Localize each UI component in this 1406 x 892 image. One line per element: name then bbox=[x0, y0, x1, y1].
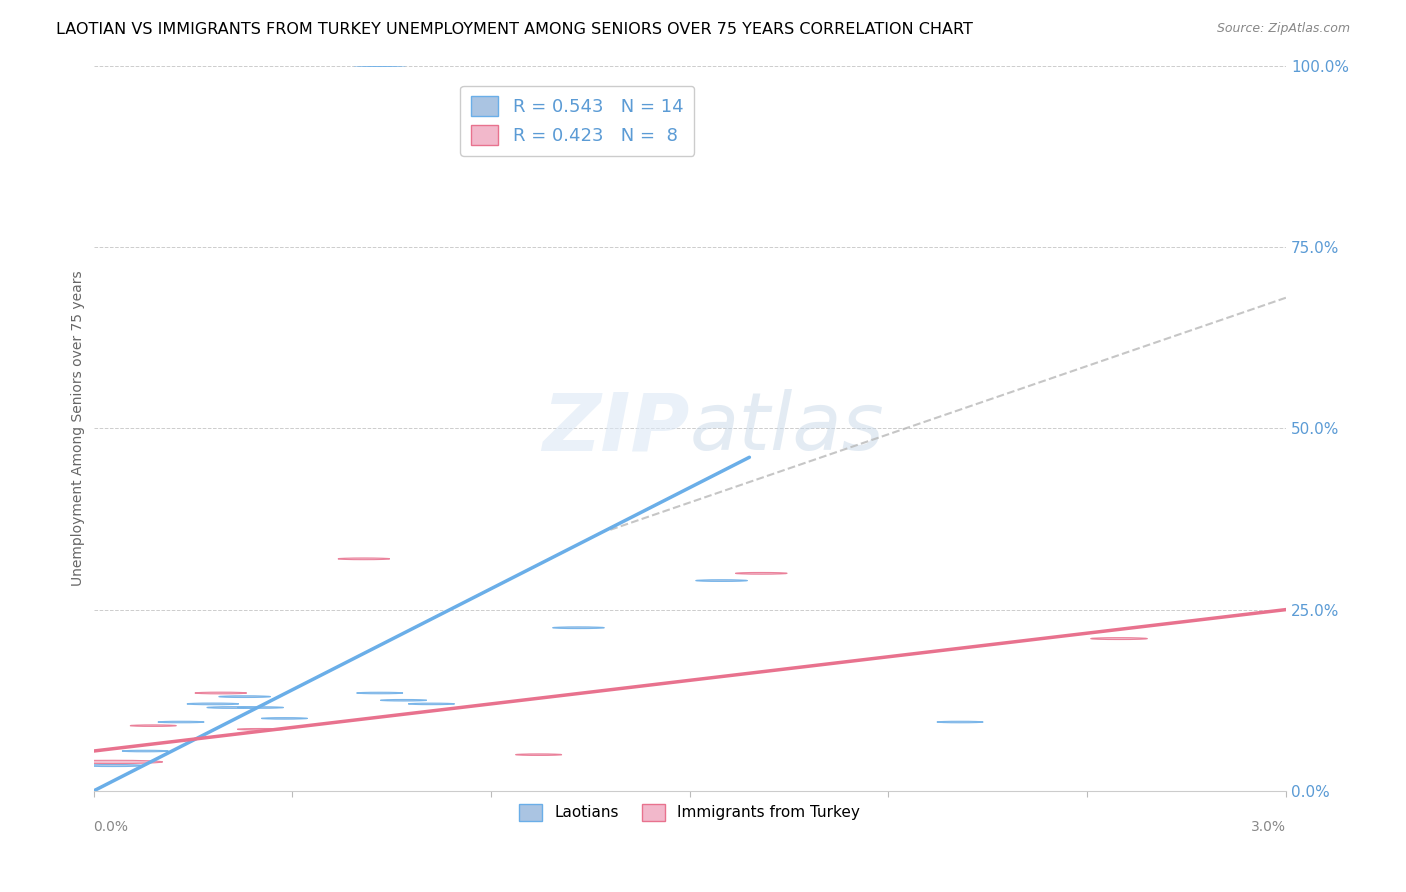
Ellipse shape bbox=[408, 703, 454, 705]
Ellipse shape bbox=[337, 558, 389, 559]
Ellipse shape bbox=[381, 699, 427, 701]
Ellipse shape bbox=[238, 729, 284, 730]
Ellipse shape bbox=[516, 754, 562, 756]
Text: LAOTIAN VS IMMIGRANTS FROM TURKEY UNEMPLOYMENT AMONG SENIORS OVER 75 YEARS CORRE: LAOTIAN VS IMMIGRANTS FROM TURKEY UNEMPL… bbox=[56, 22, 973, 37]
Ellipse shape bbox=[187, 703, 239, 705]
Ellipse shape bbox=[936, 722, 983, 723]
Text: 3.0%: 3.0% bbox=[1251, 820, 1286, 834]
Ellipse shape bbox=[83, 764, 145, 766]
Text: Source: ZipAtlas.com: Source: ZipAtlas.com bbox=[1216, 22, 1350, 36]
Ellipse shape bbox=[129, 725, 176, 726]
Ellipse shape bbox=[357, 692, 404, 694]
Ellipse shape bbox=[219, 696, 270, 698]
Text: atlas: atlas bbox=[690, 389, 884, 467]
Ellipse shape bbox=[696, 580, 748, 582]
Ellipse shape bbox=[207, 706, 259, 708]
Ellipse shape bbox=[553, 627, 605, 629]
Y-axis label: Unemployment Among Seniors over 75 years: Unemployment Among Seniors over 75 years bbox=[72, 270, 86, 586]
Legend: Laotians, Immigrants from Turkey: Laotians, Immigrants from Turkey bbox=[513, 798, 866, 827]
Ellipse shape bbox=[195, 692, 246, 694]
Ellipse shape bbox=[238, 706, 284, 708]
Ellipse shape bbox=[735, 573, 787, 574]
Ellipse shape bbox=[354, 65, 406, 67]
Ellipse shape bbox=[122, 750, 169, 752]
Ellipse shape bbox=[262, 718, 308, 719]
Ellipse shape bbox=[65, 760, 163, 764]
Text: 0.0%: 0.0% bbox=[94, 820, 128, 834]
Ellipse shape bbox=[157, 722, 204, 723]
Text: ZIP: ZIP bbox=[543, 389, 690, 467]
Ellipse shape bbox=[1091, 638, 1147, 640]
